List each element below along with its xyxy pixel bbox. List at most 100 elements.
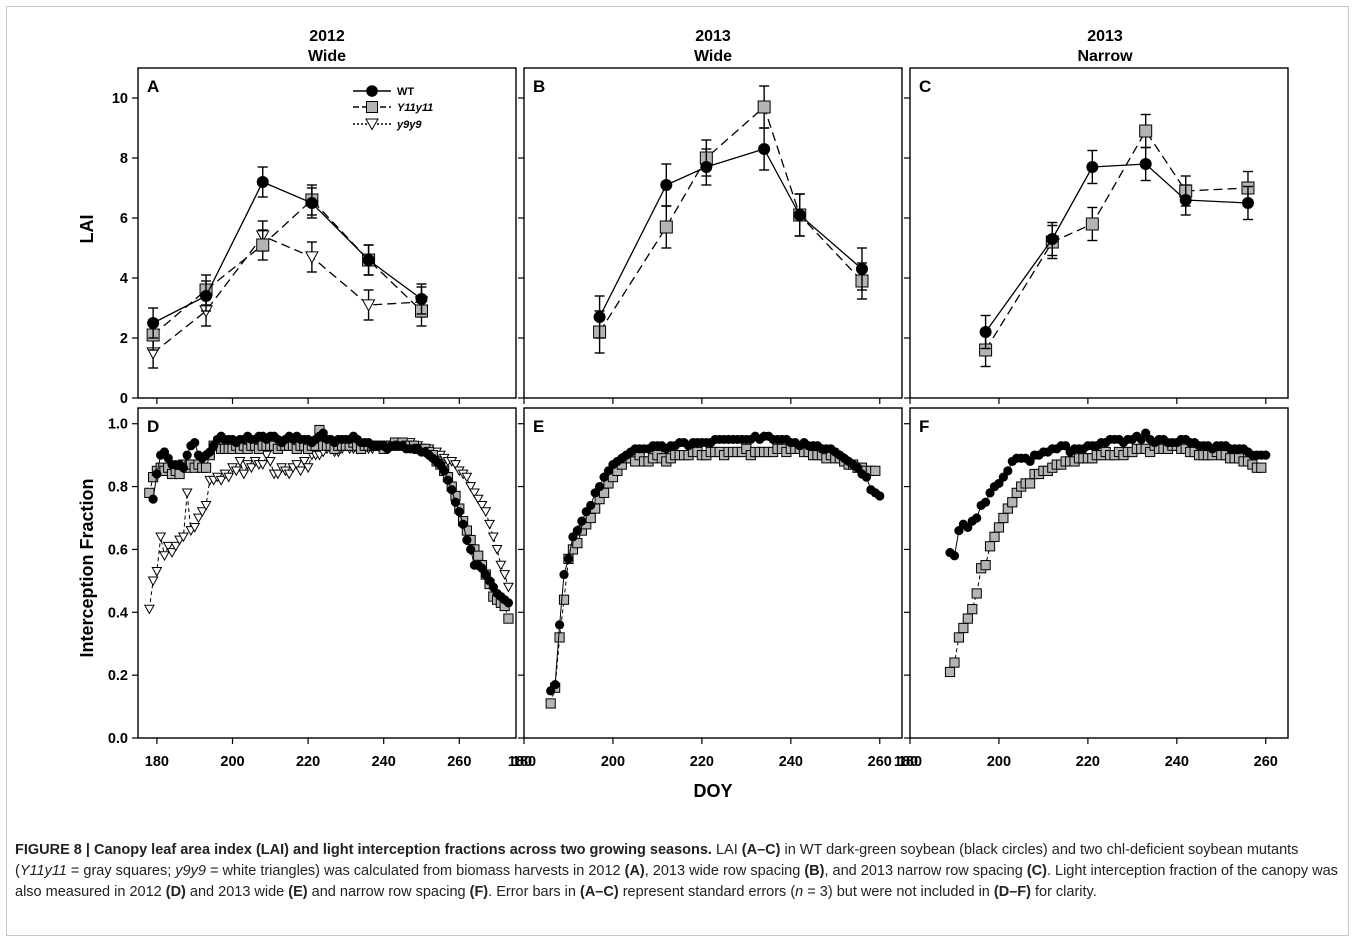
figure-frame bbox=[6, 6, 1349, 936]
series-y9y9 bbox=[146, 220, 429, 369]
data-point bbox=[1139, 124, 1153, 138]
data-point bbox=[200, 462, 212, 473]
x-tick-label: 180 bbox=[894, 754, 918, 770]
caption-genotype: Y11y11 bbox=[19, 863, 67, 879]
data-point bbox=[305, 197, 318, 209]
data-point bbox=[979, 326, 992, 338]
x-tick-label: 220 bbox=[296, 754, 320, 770]
panel-b: B bbox=[518, 67, 903, 404]
caption-n: n bbox=[795, 884, 804, 900]
y-tick-label: 0.8 bbox=[108, 480, 128, 496]
data-point bbox=[264, 457, 276, 467]
data-point bbox=[291, 460, 303, 470]
caption-ref: (C) bbox=[1026, 863, 1047, 879]
data-point bbox=[147, 576, 159, 587]
legend-y11-label: Y11y11 bbox=[397, 102, 433, 114]
data-point bbox=[499, 570, 511, 580]
data-point bbox=[473, 550, 484, 561]
series-line bbox=[152, 235, 422, 354]
plot-frame bbox=[909, 67, 1289, 399]
data-point bbox=[595, 481, 605, 492]
data-point bbox=[256, 238, 270, 252]
x-tick-label: 180 bbox=[898, 754, 922, 770]
data-point bbox=[223, 472, 235, 483]
data-point bbox=[491, 545, 503, 555]
data-point bbox=[993, 522, 1005, 533]
panel-letter: D bbox=[147, 417, 159, 436]
data-point bbox=[215, 475, 227, 486]
data-point bbox=[178, 463, 188, 473]
series-wt bbox=[147, 166, 428, 339]
caption-text: , and 2013 narrow row spacing bbox=[824, 863, 1027, 879]
data-point bbox=[503, 613, 514, 624]
panel-c: C bbox=[904, 67, 1289, 404]
data-point bbox=[439, 466, 449, 476]
data-point bbox=[484, 519, 495, 530]
caption-text: , 2013 wide row spacing bbox=[644, 863, 805, 879]
header-spacing-1: Wide bbox=[308, 48, 346, 65]
x-tick-label: 180 bbox=[145, 754, 169, 770]
data-point bbox=[971, 588, 982, 599]
data-point bbox=[472, 494, 484, 505]
data-point bbox=[958, 622, 969, 634]
panel-letter: B bbox=[533, 77, 545, 96]
series-line bbox=[152, 181, 422, 324]
y-tick-label: 4 bbox=[120, 271, 128, 287]
data-point bbox=[450, 497, 461, 507]
data-point bbox=[230, 466, 242, 477]
data-point bbox=[295, 466, 306, 477]
data-point bbox=[1179, 194, 1192, 206]
y-tick-label: 10 bbox=[112, 91, 128, 107]
series-y11y11 bbox=[545, 443, 881, 709]
legend-wt-label: WT bbox=[397, 86, 414, 98]
panel-d: D 180 200 220 240 260 180 0.0 0.2 0.4 0.6 0.8 1.0 bbox=[108, 407, 532, 770]
data-point bbox=[283, 469, 295, 480]
data-point bbox=[949, 657, 960, 668]
caption-ref: (A–C) bbox=[580, 884, 619, 900]
data-point bbox=[953, 632, 965, 643]
series-y11y11 bbox=[944, 440, 1267, 678]
data-point bbox=[495, 560, 507, 571]
y-axis-label-bottom: Interception Fraction bbox=[77, 478, 97, 657]
data-point bbox=[238, 469, 250, 480]
x-tick-label: 200 bbox=[987, 754, 1011, 770]
header-year-2: 2013 bbox=[695, 28, 731, 45]
series-wt bbox=[148, 428, 514, 608]
data-point bbox=[586, 500, 596, 511]
y-tick-label: 8 bbox=[120, 151, 128, 167]
y-tick-label: 6 bbox=[120, 211, 128, 227]
caption-ref: (A) bbox=[624, 863, 645, 879]
data-point bbox=[758, 143, 771, 155]
data-point bbox=[189, 523, 201, 533]
legend-y9-label: y9y9 bbox=[396, 119, 422, 131]
data-point bbox=[572, 538, 583, 549]
caption-ref: (D–F) bbox=[993, 884, 1031, 900]
caption-text: = gray squares; bbox=[66, 863, 176, 879]
y-tick-label: 0.6 bbox=[108, 542, 128, 558]
series-y11y11 bbox=[979, 113, 1255, 368]
caption-lead: FIGURE 8 | Canopy leaf area index (LAI) … bbox=[15, 842, 712, 858]
data-point bbox=[196, 507, 208, 518]
series-wt bbox=[945, 428, 1271, 561]
caption-ref: (A–C) bbox=[741, 842, 781, 858]
y-tick-label: 0.4 bbox=[108, 605, 128, 621]
data-point bbox=[234, 457, 246, 467]
data-point bbox=[480, 507, 492, 518]
series-line bbox=[599, 148, 863, 318]
caption-text: in WT dark-green soybean (black circles)… bbox=[15, 842, 1299, 879]
data-point bbox=[200, 501, 212, 511]
data-point bbox=[272, 469, 284, 480]
data-point bbox=[361, 299, 376, 312]
header-year-3: 2013 bbox=[1087, 28, 1123, 45]
data-point bbox=[949, 551, 960, 561]
x-tick-label: 200 bbox=[220, 754, 244, 770]
figure-caption: FIGURE 8 | Canopy leaf area index (LAI) … bbox=[15, 840, 1340, 903]
figure-chart: 2012 Wide 2013 Wide 2013 Narrow LAI Inte… bbox=[77, 28, 1289, 801]
x-tick-label: 260 bbox=[447, 754, 471, 770]
data-point bbox=[190, 437, 200, 448]
data-point bbox=[875, 491, 885, 501]
series-line bbox=[599, 105, 863, 333]
panel-a: A 0 2 4 6 8 10 bbox=[112, 67, 517, 407]
data-point bbox=[558, 594, 570, 605]
data-point bbox=[554, 620, 565, 630]
